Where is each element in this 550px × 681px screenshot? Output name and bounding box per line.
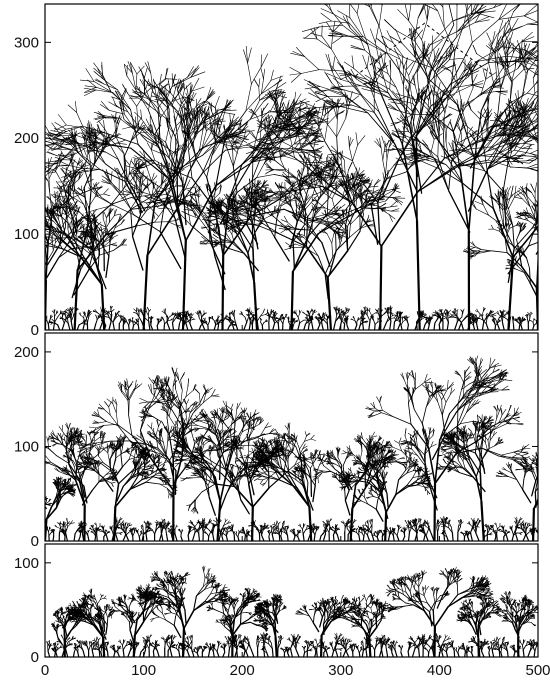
y-tick-label: 100 [14, 226, 39, 243]
dendrite-cluster [45, 127, 204, 330]
dendrite-layer [45, 4, 538, 330]
y-tick-label: 0 [31, 322, 39, 339]
panel-middle: 0 100 200 [14, 332, 539, 550]
dendrite-cluster [170, 400, 278, 541]
panel-frame-middle [44, 332, 539, 542]
dendrite-cluster [329, 593, 390, 657]
y-tick-label: 0 [31, 533, 39, 550]
x-tick-label: 0 [41, 662, 49, 679]
panel-bottom: 0 100 0 100 200 300 400 500 [14, 543, 550, 679]
y-tick-label: 200 [14, 344, 39, 361]
dendrite-cluster [361, 4, 538, 330]
dendrite-cluster [206, 587, 269, 657]
dendrite-cluster [45, 45, 333, 330]
panel-frame-bottom [44, 543, 539, 658]
y-tick-label: 100 [14, 438, 39, 455]
dendrite-cluster [495, 451, 538, 541]
dendrite-cluster [462, 200, 538, 330]
y-tick-label: 200 [14, 130, 39, 147]
dendrite-cluster [222, 160, 381, 330]
dendrite-layer [45, 355, 538, 541]
dendrite-cluster [385, 566, 494, 657]
y-tick-label: 300 [14, 34, 39, 51]
panel-top: 0 100 200 300 [14, 3, 539, 339]
x-tick-label: 100 [131, 662, 156, 679]
panel-frame-top [44, 3, 539, 331]
dendrite-cluster [365, 355, 532, 541]
y-tick-label: 0 [31, 649, 39, 666]
dendrite-layer [46, 565, 538, 657]
dashed-envelope [355, 22, 494, 77]
dendrite-cluster [63, 588, 115, 657]
dendrite-cluster [76, 366, 238, 541]
dendrite-cluster [240, 422, 328, 541]
dendrite-cluster [393, 90, 538, 330]
x-tick-label: 500 [525, 662, 550, 679]
dendrite-cluster [45, 476, 77, 541]
y-tick-label: 100 [14, 555, 39, 572]
x-tick-label: 200 [230, 662, 255, 679]
dendrite-cluster [253, 593, 287, 657]
x-tick-label: 300 [328, 662, 353, 679]
dendrite-cluster [435, 414, 504, 541]
dendrite-cluster [136, 565, 232, 657]
dendrite-cluster [456, 594, 504, 657]
dendrite-cluster [496, 590, 538, 657]
dendrite-cluster [45, 172, 126, 330]
x-tick-label: 400 [427, 662, 452, 679]
